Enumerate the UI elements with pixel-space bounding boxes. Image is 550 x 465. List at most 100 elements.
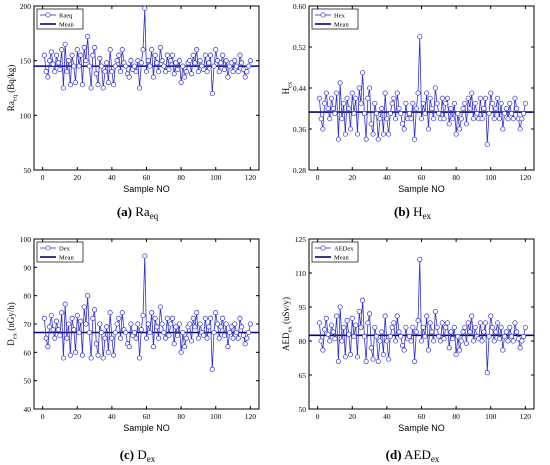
data-point: [154, 60, 160, 66]
data-point: [361, 333, 367, 340]
data-point: [233, 63, 240, 69]
data-point: [142, 5, 148, 11]
data-point: [479, 116, 485, 122]
data-point: [489, 324, 496, 330]
data-point: [192, 60, 198, 66]
data-point: [425, 126, 431, 132]
data-point: [450, 336, 456, 342]
data-point: [156, 69, 162, 75]
y-label-main: D: [6, 339, 16, 346]
data-point: [327, 116, 333, 122]
data-point: [515, 336, 521, 342]
data-point: [322, 100, 328, 106]
data-point: [126, 74, 132, 80]
data-point: [119, 47, 125, 53]
data-point: [50, 327, 56, 333]
data-point: [380, 352, 386, 358]
data-point: [495, 95, 501, 101]
data-point: [197, 58, 203, 64]
data-point: [237, 52, 243, 58]
y-tick-label: 80: [299, 337, 307, 346]
data-point: [481, 105, 487, 112]
data-point: [133, 69, 139, 75]
data-point: [195, 69, 201, 75]
data-point: [463, 340, 470, 346]
data-point: [232, 321, 238, 327]
data-point: [202, 52, 208, 58]
data-point: [211, 63, 217, 69]
caption-letter: (a): [116, 204, 132, 219]
caption-sub: eq: [149, 211, 159, 221]
data-point: [500, 347, 506, 353]
caption-main: H: [413, 204, 423, 219]
caption-main: AED: [404, 447, 431, 462]
data-point: [519, 338, 525, 344]
y-label-sub: eq: [12, 94, 19, 101]
data-point: [415, 318, 421, 324]
data-point: [327, 338, 333, 344]
data-point: [356, 308, 362, 315]
data-point: [386, 131, 392, 137]
legend-series-marker: [45, 12, 51, 18]
data-point: [436, 333, 442, 340]
data-point: [316, 320, 322, 326]
data-point: [379, 329, 385, 335]
data-point: [147, 63, 153, 69]
data-point: [45, 344, 51, 350]
data-point: [81, 44, 87, 51]
data-point: [363, 136, 369, 142]
data-point: [330, 105, 336, 112]
caption-dex: (c) Dex: [0, 447, 275, 464]
data-point: [201, 332, 207, 338]
y-tick-label: 125: [295, 235, 307, 244]
data-point: [351, 333, 357, 340]
data-point: [176, 58, 182, 64]
data-point: [401, 347, 407, 353]
y-tick-label: 60: [24, 348, 32, 357]
data-point: [235, 335, 241, 341]
legend-mean-label: Mean: [334, 22, 350, 29]
data-point: [180, 329, 186, 336]
data-point: [157, 304, 163, 310]
x-tick-label: 120: [520, 173, 532, 182]
data-point: [389, 100, 395, 106]
data-point: [360, 70, 366, 76]
data-point: [218, 324, 224, 330]
data-point: [368, 345, 374, 351]
data-point: [41, 52, 47, 58]
data-point: [194, 47, 200, 53]
data-point: [367, 311, 373, 317]
data-point: [109, 335, 115, 341]
data-point: [225, 74, 231, 80]
data-point: [514, 105, 520, 112]
data-point: [206, 60, 212, 66]
data-point: [204, 335, 210, 341]
data-point: [52, 69, 58, 75]
x-tick-label: 80: [177, 412, 185, 421]
y-tick-label: 100: [20, 111, 32, 120]
data-point: [69, 52, 75, 58]
y-tick-label: 50: [24, 166, 32, 175]
data-point: [325, 105, 331, 112]
data-point: [93, 71, 99, 77]
data-point: [48, 312, 54, 319]
data-point: [72, 349, 79, 355]
data-point: [451, 100, 457, 106]
data-point: [154, 324, 160, 330]
data-point: [382, 90, 388, 96]
data-point: [465, 320, 471, 326]
data-point: [100, 355, 106, 361]
data-point: [171, 71, 177, 77]
x-tick-label: 20: [349, 173, 357, 182]
chart-hex: 0.28 0.36 0.44 0.52 0.60 0 20 40 60 80 100 120 Sampl…: [281, 2, 535, 194]
data-point: [370, 131, 376, 137]
data-point: [102, 335, 108, 341]
data-point: [463, 121, 470, 127]
data-point: [197, 321, 203, 327]
data-point: [332, 336, 338, 342]
data-point: [111, 352, 117, 358]
data-point: [247, 58, 253, 64]
x-axis-label: Sample NO: [123, 184, 170, 194]
data-point: [347, 126, 354, 132]
data-point: [168, 58, 174, 64]
